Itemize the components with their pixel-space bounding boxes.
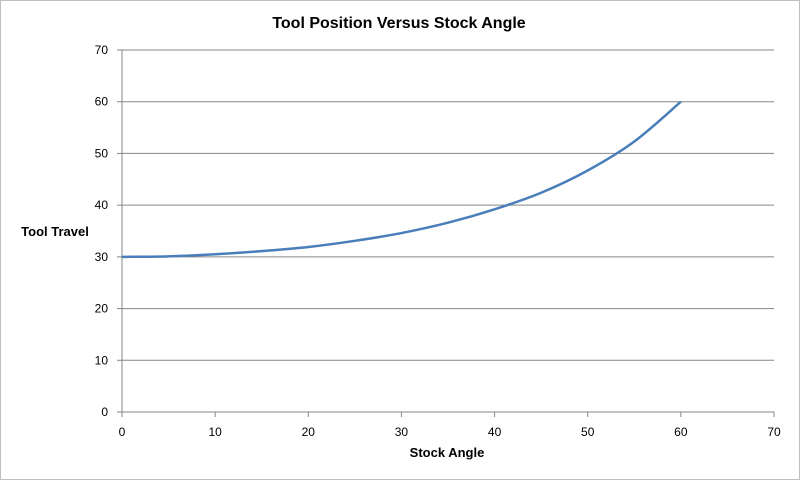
x-tick-label-20: 20 [302, 425, 316, 439]
gridlines [122, 50, 774, 360]
y-tick-label-20: 20 [95, 302, 109, 316]
y-tick-label-40: 40 [95, 198, 109, 212]
y-tick-label-0: 0 [101, 405, 108, 419]
y-tick-label-30: 30 [95, 250, 109, 264]
chart-title: Tool Position Versus Stock Angle [272, 15, 525, 32]
y-tick-label-50: 50 [95, 146, 109, 160]
x-tick-label-40: 40 [488, 425, 502, 439]
y-tick-label-70: 70 [95, 43, 109, 57]
y-tick-label-60: 60 [95, 95, 109, 109]
x-tick-label-70: 70 [767, 425, 781, 439]
y-tick-label-10: 10 [95, 353, 109, 367]
x-tick-label-10: 10 [208, 425, 222, 439]
x-tick-label-60: 60 [674, 425, 688, 439]
x-axis-title: Stock Angle [410, 445, 485, 460]
x-tick-label-0: 0 [119, 425, 126, 439]
y-axis-title: Tool Travel [21, 224, 89, 239]
x-tick-label-50: 50 [581, 425, 595, 439]
tick-labels: 0 10 20 30 40 50 60 70 0 10 20 30 40 50 60 70 [95, 43, 781, 439]
series-line-1 [122, 102, 681, 257]
x-tick-label-30: 30 [395, 425, 409, 439]
series-layer [122, 102, 681, 257]
